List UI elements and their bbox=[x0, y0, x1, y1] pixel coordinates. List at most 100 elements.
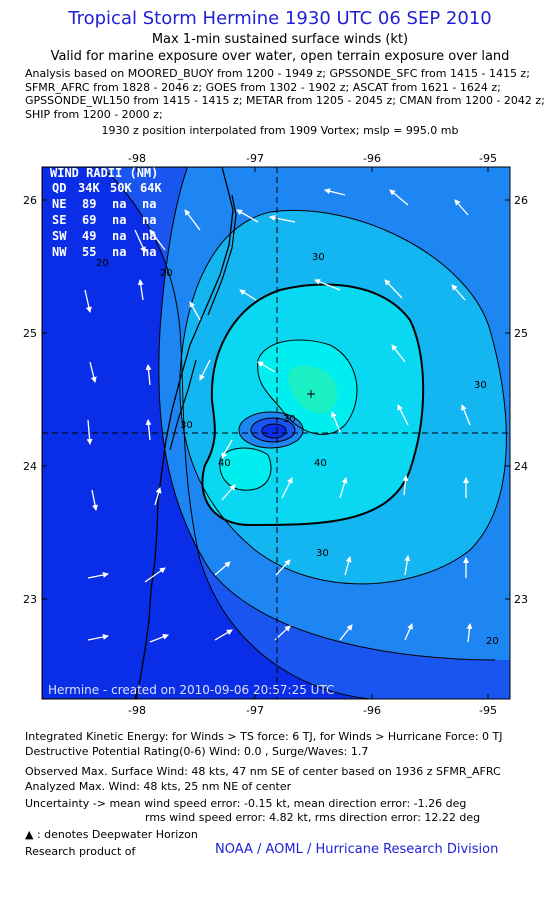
wind-barb-arrow bbox=[331, 411, 341, 433]
wind-barb-arrow bbox=[149, 634, 169, 643]
wind-barb-arrow bbox=[221, 439, 233, 459]
wind-radii-title: WIND RADII (NM) bbox=[50, 166, 158, 180]
uncertainty-line-1: Uncertainty -> mean wind speed error: -0… bbox=[25, 797, 467, 810]
deepwater-label: : denotes Deepwater Horizon bbox=[36, 828, 198, 841]
longitude-labels-bottom: -98 -97 -96 -95 bbox=[128, 704, 497, 717]
wind-radii-table: WIND RADII (NM) QD 34K 50K 64K NE 89 na … bbox=[50, 166, 162, 259]
lat-label: 26 bbox=[514, 194, 528, 207]
contour-20 bbox=[158, 167, 496, 661]
wind-barb-arrow bbox=[314, 279, 341, 291]
lon-label: -96 bbox=[363, 152, 381, 165]
wind-radii-value: 89 bbox=[82, 197, 96, 211]
analysis-line: GPSSONDE_WL150 from 1415 - 1415 z; METAR… bbox=[25, 94, 545, 107]
wind-barb-arrow bbox=[402, 475, 409, 496]
lat-label: 25 bbox=[514, 327, 528, 340]
wind-radii-value: na bbox=[112, 245, 126, 259]
wind-barb-arrow bbox=[404, 555, 411, 576]
contour-label: 20 bbox=[486, 636, 499, 647]
wind-barb-arrow bbox=[454, 199, 469, 216]
contour-label: 20 bbox=[160, 268, 173, 279]
map-frame bbox=[41, 166, 511, 700]
analysis-line: SHIP from 1200 - 2000 z; bbox=[25, 107, 163, 121]
wind-vectors bbox=[84, 188, 473, 643]
analyzed-max-line: Analyzed Max. Wind: 48 kts, 25 nm NE of … bbox=[25, 780, 292, 793]
center-crosshair bbox=[42, 167, 510, 699]
wind-barb-arrow bbox=[397, 404, 409, 426]
wind-barb-arrow bbox=[466, 623, 473, 643]
wind-barb-arrow bbox=[389, 189, 409, 206]
analysis-line: SFMR_AFRC from 1828 - 2046 z; GOES from … bbox=[25, 80, 501, 94]
position-note: 1930 z position interpolated from 1909 V… bbox=[101, 124, 459, 137]
wind-radii-value: 69 bbox=[82, 213, 96, 227]
wind-barb-arrow bbox=[199, 359, 211, 381]
lat-label: 25 bbox=[23, 327, 37, 340]
wind-radii-value: na bbox=[142, 213, 156, 227]
research-label: Research product of bbox=[25, 845, 136, 858]
wind-barb-arrow bbox=[281, 477, 293, 499]
uncertainty-line-2: rms wind speed error: 4.82 kt, rms direc… bbox=[145, 811, 481, 824]
contour-label: 40 bbox=[218, 458, 231, 469]
texas-coastline bbox=[42, 167, 234, 699]
wind-barb-arrow bbox=[324, 188, 346, 196]
latitude-labels-right: 26 25 24 23 bbox=[514, 194, 528, 606]
max-wind-marker bbox=[307, 390, 315, 398]
contour-label: 30 bbox=[312, 252, 325, 263]
lon-label: -95 bbox=[479, 704, 497, 717]
wind-radii-col-34k: 34K bbox=[78, 181, 100, 195]
wind-radii-col-50k: 50K bbox=[110, 181, 132, 195]
analysis-line: Analysis based on MOORED_BUOY from 1200 … bbox=[25, 67, 530, 80]
wind-barb-arrow bbox=[269, 215, 296, 223]
lon-label: -96 bbox=[363, 704, 381, 717]
contour-40-south bbox=[219, 447, 272, 491]
wind-radii-value: 49 bbox=[82, 229, 96, 243]
dpr-line: Destructive Potential Rating(0-6) Wind: … bbox=[25, 745, 369, 758]
wind-barb-arrow bbox=[87, 634, 109, 641]
wind-radii-value: na bbox=[142, 245, 156, 259]
analysis-sources: Analysis based on MOORED_BUOY from 1200 … bbox=[25, 67, 545, 121]
wind-barb-arrow bbox=[87, 572, 109, 579]
contour-label: 30 bbox=[180, 420, 193, 431]
wind-radii-value: na bbox=[112, 229, 126, 243]
wind-field: 20 20 20 30 30 30 30 40 40 30 WIND RADII… bbox=[42, 166, 510, 699]
wind-analysis-map: 20 20 20 30 30 30 30 40 40 30 WIND RADII… bbox=[23, 152, 528, 717]
wind-radii-col-qd: QD bbox=[52, 181, 66, 195]
wind-barb-arrow bbox=[257, 361, 276, 373]
latitude-labels-left: 26 25 24 23 bbox=[23, 194, 37, 606]
barrier-island-outline bbox=[169, 359, 197, 451]
contour-eye-1 bbox=[238, 411, 304, 449]
lat-label: 26 bbox=[23, 194, 37, 207]
ike-line: Integrated Kinetic Energy: for Winds > T… bbox=[25, 730, 503, 743]
wind-barb-arrow bbox=[184, 209, 201, 231]
wind-barb-arrow bbox=[134, 229, 146, 253]
contour-34kt bbox=[201, 283, 425, 527]
wind-barb-arrow bbox=[404, 623, 413, 641]
wind-radii-value: 55 bbox=[82, 245, 96, 259]
contour-30 bbox=[179, 210, 507, 585]
contour-lines bbox=[101, 167, 507, 699]
contour-label: 20 bbox=[96, 258, 109, 269]
wind-barb-arrow bbox=[89, 361, 97, 383]
contour-label: 30 bbox=[283, 414, 296, 425]
wind-barb-arrow bbox=[384, 279, 403, 299]
wind-radii-quadrant: NE bbox=[52, 197, 66, 211]
lon-label: -97 bbox=[246, 152, 264, 165]
contour-label: 30 bbox=[316, 548, 329, 559]
lon-label: -98 bbox=[128, 152, 146, 165]
wind-barb-arrow bbox=[189, 301, 201, 321]
wind-barb-arrow bbox=[344, 556, 352, 576]
contour-label: 30 bbox=[474, 380, 487, 391]
wind-band-40-south bbox=[219, 448, 271, 491]
wind-barb-arrow bbox=[461, 404, 471, 426]
wind-radii-value: na bbox=[112, 213, 126, 227]
wind-barb-arrow bbox=[91, 489, 98, 511]
observed-max-line: Observed Max. Surface Wind: 48 kts, 47 n… bbox=[25, 765, 501, 778]
lat-label: 23 bbox=[23, 593, 37, 606]
wind-barb-arrow bbox=[339, 477, 348, 499]
wind-barb-arrow bbox=[145, 364, 152, 386]
wind-band-45 bbox=[288, 365, 338, 414]
wind-barb-arrow bbox=[391, 344, 406, 363]
page-title: Tropical Storm Hermine 1930 UTC 06 SEP 2… bbox=[68, 8, 492, 29]
wind-radii-value: na bbox=[142, 229, 156, 243]
wind-barb-arrow bbox=[84, 289, 92, 313]
noaa-link[interactable]: NOAA / AOML / Hurricane Research Divisio… bbox=[215, 842, 499, 857]
